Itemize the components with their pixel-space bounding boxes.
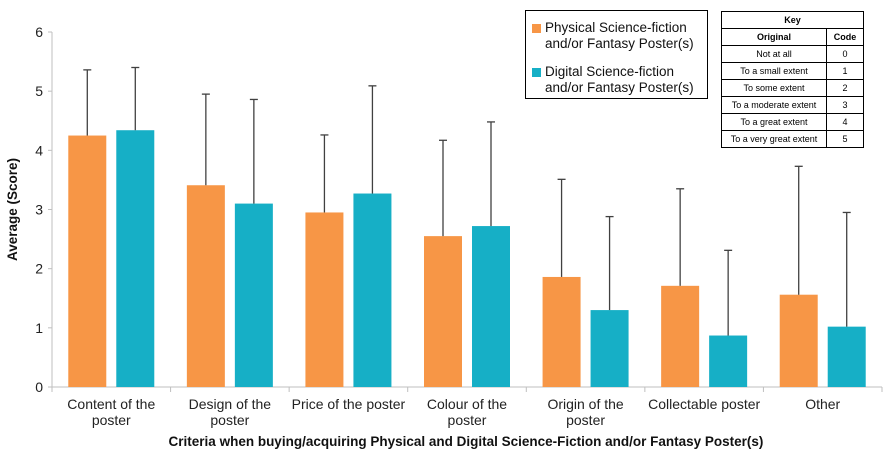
y-tick-label: 6 [35, 24, 43, 40]
x-category-label: poster [210, 412, 249, 428]
bar [779, 294, 818, 387]
key-original: To a great extent [721, 113, 827, 131]
bar [424, 236, 462, 387]
legend-swatch-digital [532, 68, 541, 77]
legend-item-physical: Physical Science-fiction and/or Fantasy … [532, 20, 705, 52]
key-code: 2 [826, 79, 864, 97]
y-tick-label: 5 [35, 83, 43, 99]
key-title-row: Key [721, 11, 864, 29]
key-table: Key Original Code Not at all 0 To a small… [721, 11, 864, 148]
y-tick-label: 1 [35, 320, 43, 336]
key-row: Not at all 0 [721, 45, 864, 63]
key-code: 1 [826, 62, 864, 80]
bar [234, 203, 273, 387]
chart-legend: Physical Science-fiction and/or Fantasy … [525, 10, 708, 99]
bar [68, 135, 107, 387]
key-row: To a small extent 1 [721, 62, 864, 80]
legend-swatch-physical [532, 24, 541, 33]
x-category-label: poster [566, 412, 605, 428]
key-code: 3 [826, 96, 864, 114]
y-tick-label: 3 [35, 202, 43, 218]
bar [827, 326, 866, 387]
y-tick-label: 4 [35, 142, 43, 158]
key-original: Not at all [721, 45, 827, 63]
legend-label-physical-line1: Physical Science-fiction [545, 20, 687, 35]
legend-label-digital-line2: and/or Fantasy Poster(s) [545, 80, 694, 95]
y-tick-label: 0 [35, 379, 43, 395]
y-axis-title: Average (Score) [5, 158, 20, 261]
legend-label-digital-line1: Digital Science-fiction [545, 64, 675, 79]
x-category-label: poster [448, 412, 487, 428]
y-tick-label: 2 [35, 261, 43, 277]
bar [590, 310, 629, 387]
bar [709, 335, 748, 387]
legend-label-physical-line2: and/or Fantasy Poster(s) [545, 36, 694, 51]
key-header-code: Code [826, 28, 864, 46]
key-code: 5 [826, 130, 864, 148]
x-category-label: Other [805, 396, 840, 412]
key-row: To a very great extent 5 [721, 130, 864, 148]
bar [186, 185, 225, 387]
key-original: To a very great extent [721, 130, 827, 148]
key-original: To a small extent [721, 62, 827, 80]
x-category-label: Colour of the [427, 396, 507, 412]
key-code: 4 [826, 113, 864, 131]
x-category-label: poster [92, 412, 131, 428]
key-code: 0 [826, 45, 864, 63]
x-axis-title: Criteria when buying/acquiring Physical … [169, 434, 764, 449]
key-title: Key [721, 11, 864, 29]
x-category-label: Content of the [67, 396, 155, 412]
x-category-label: Price of the poster [292, 396, 406, 412]
key-row: To a great extent 4 [721, 113, 864, 131]
key-original: To a moderate extent [721, 96, 827, 114]
bar [116, 130, 155, 387]
key-header-original: Original [721, 28, 827, 46]
key-header-row: Original Code [721, 28, 864, 46]
bar [353, 193, 392, 387]
key-row: To a moderate extent 3 [721, 96, 864, 114]
x-category-label: Origin of the [547, 396, 623, 412]
legend-item-digital: Digital Science-fiction and/or Fantasy P… [532, 64, 705, 96]
bar [542, 276, 581, 387]
key-row: To some extent 2 [721, 79, 864, 97]
bar [472, 226, 510, 387]
x-category-label: Design of the [189, 396, 272, 412]
bar [661, 285, 700, 387]
bar [305, 212, 344, 387]
key-original: To some extent [721, 79, 827, 97]
x-category-label: Collectable poster [648, 396, 760, 412]
